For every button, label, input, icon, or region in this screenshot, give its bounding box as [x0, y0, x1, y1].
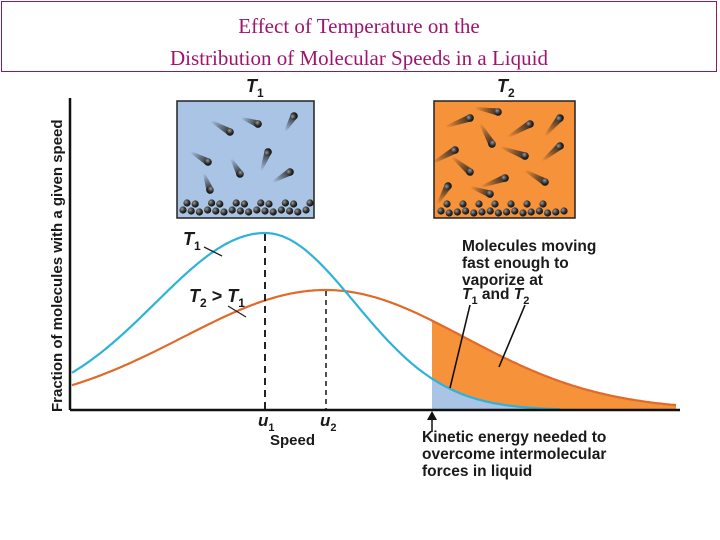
- liquid-molecule: [257, 199, 265, 207]
- liquid-molecule: [523, 200, 531, 208]
- liquid-molecule: [232, 199, 240, 207]
- liquid-molecule: [187, 207, 195, 215]
- liquid-molecule: [245, 208, 253, 216]
- left-box-label: T1: [246, 76, 264, 100]
- t1-vaporize-region: [432, 378, 560, 410]
- liquid-molecule: [179, 206, 187, 214]
- liquid-molecule: [220, 208, 228, 216]
- liquid-molecule: [437, 207, 445, 215]
- vapor-molecule: [544, 114, 564, 137]
- liquid-molecule: [527, 208, 535, 216]
- liquid-molecule: [290, 200, 298, 208]
- liquid-molecule: [519, 209, 527, 217]
- title-line-2: Distribution of Molecular Speeds in a Li…: [170, 46, 548, 70]
- vapor-molecule: [284, 112, 298, 132]
- vaporize-annotation: Molecules moving fast enough to vaporize…: [462, 238, 601, 289]
- t2-leader-line: [227, 305, 247, 318]
- liquid-molecule: [462, 207, 470, 215]
- liquid-molecule: [503, 208, 511, 216]
- liquid-molecule: [494, 209, 502, 217]
- liquid-molecule: [204, 206, 212, 214]
- liquid-molecule: [261, 207, 269, 215]
- vapor-molecule: [190, 151, 212, 166]
- liquid-molecule: [195, 208, 203, 216]
- liquid-molecule: [443, 200, 451, 208]
- liquid-molecule: [302, 206, 310, 214]
- liquid-molecule: [560, 207, 568, 215]
- vapor-molecule: [500, 146, 529, 160]
- u1-label: u1: [258, 411, 275, 434]
- vapor-molecule: [451, 156, 474, 176]
- liquid-molecule: [475, 200, 483, 208]
- vapor-molecule: [241, 117, 262, 128]
- liquid-molecule: [511, 207, 519, 215]
- vapor-molecule: [260, 148, 272, 171]
- vaporize-annotation-temps: T1 and T2: [462, 286, 529, 307]
- liquid-molecule: [544, 209, 552, 217]
- liquid-molecule: [552, 208, 560, 216]
- liquid-molecule: [277, 206, 285, 214]
- liquid-molecule: [453, 208, 461, 216]
- vapor-molecule: [203, 173, 214, 194]
- liquid-molecule: [228, 206, 236, 214]
- liquid-molecule: [470, 209, 478, 217]
- vapor-molecule: [470, 185, 494, 198]
- kinetic-energy-annotation: Kinetic energy needed to overcome interm…: [422, 429, 611, 480]
- vapor-molecule: [474, 106, 502, 116]
- t1-curve-label: T1: [183, 229, 201, 253]
- vapor-molecule: [431, 146, 459, 164]
- liquid-molecule: [281, 199, 289, 207]
- t2-vaporize-region: [432, 320, 676, 410]
- liquid-molecule: [445, 209, 453, 217]
- vaporize-pointer-t1: [449, 304, 471, 389]
- vapor-molecule: [479, 123, 496, 148]
- vapor-molecule: [445, 114, 474, 128]
- t2-curve-label: T2 > T1: [189, 286, 245, 310]
- liquid-molecule: [216, 200, 224, 208]
- liquid-molecule: [478, 208, 486, 216]
- vapor-molecule: [210, 120, 234, 136]
- u2-label: u2: [320, 411, 337, 434]
- liquid-molecule: [240, 200, 248, 208]
- t1-leader-line: [203, 246, 223, 257]
- title-box: Effect of Temperature on the Distributio…: [1, 1, 717, 72]
- vapor-molecule: [272, 168, 294, 183]
- liquid-molecule: [459, 200, 467, 208]
- right-box-molecules: [431, 106, 568, 217]
- right-box-label: T2: [497, 76, 515, 100]
- liquid-molecule: [491, 200, 499, 208]
- vaporize-pointer-t2: [498, 304, 526, 368]
- liquid-molecule: [306, 199, 314, 207]
- liquid-molecule: [539, 200, 547, 208]
- liquid-molecule: [183, 199, 191, 207]
- liquid-molecule: [208, 199, 216, 207]
- t1-curve: [71, 231, 561, 411]
- t2-curve: [71, 288, 677, 407]
- title-line-1: Effect of Temperature on the: [238, 14, 480, 38]
- liquid-molecule: [269, 208, 277, 216]
- y-axis-label: Fraction of molecules with a given speed: [49, 119, 66, 412]
- vapor-molecule: [480, 174, 509, 188]
- vapor-molecule: [524, 169, 549, 186]
- left-box-molecules: [179, 112, 314, 216]
- liquid-molecule: [212, 207, 220, 215]
- liquid-molecule: [486, 207, 494, 215]
- liquid-molecule: [535, 207, 544, 215]
- vapor-molecule: [541, 142, 564, 162]
- liquid-molecule: [507, 200, 515, 208]
- liquid-molecule: [265, 200, 273, 208]
- liquid-molecule: [294, 208, 302, 216]
- liquid-molecule: [253, 206, 261, 214]
- liquid-molecule: [236, 207, 244, 215]
- liquid-molecule: [286, 207, 294, 215]
- vapor-molecule: [436, 182, 452, 205]
- liquid-molecule: [191, 200, 199, 208]
- vapor-molecule: [230, 158, 244, 178]
- threshold-arrow-head: [427, 411, 437, 420]
- x-axis-label: Speed: [270, 432, 315, 449]
- vapor-molecule: [506, 120, 534, 138]
